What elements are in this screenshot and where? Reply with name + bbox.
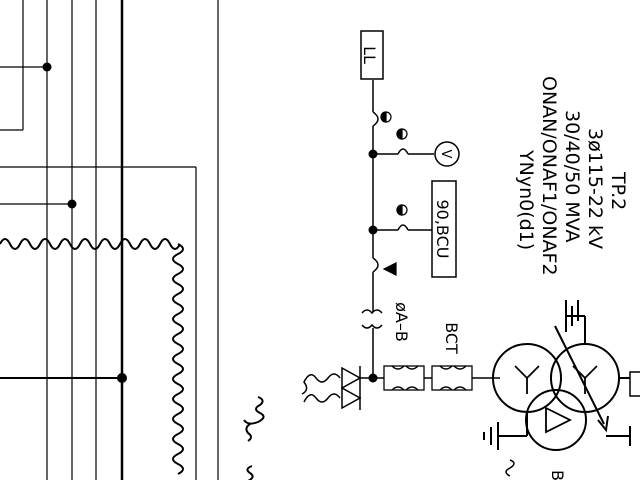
ct-coil bbox=[391, 365, 419, 391]
junction-dot bbox=[67, 199, 77, 209]
lightning-arrester: LL bbox=[360, 30, 384, 80]
squiggle-fragment bbox=[246, 465, 254, 480]
junction-dot bbox=[368, 225, 378, 235]
relay-box-frame bbox=[431, 180, 457, 278]
arrester-box bbox=[360, 30, 384, 80]
transformer-voltage: 3ø115-22 kV bbox=[584, 128, 606, 249]
current-transformers bbox=[383, 365, 473, 391]
coil-symbol bbox=[397, 148, 409, 155]
half-circle-markers bbox=[380, 111, 408, 276]
relay-box: 90,BCU bbox=[431, 180, 457, 278]
junction-dot bbox=[42, 62, 52, 72]
half-circle-fill bbox=[396, 128, 403, 140]
ground-symbols bbox=[483, 300, 579, 450]
arrester-triangle bbox=[341, 386, 362, 410]
coil-symbol bbox=[372, 257, 379, 273]
ct-symbol bbox=[361, 323, 383, 329]
arrester-coil bbox=[301, 373, 341, 395]
junction-dot bbox=[117, 373, 127, 383]
voltmeter-icon bbox=[434, 141, 460, 167]
bct-label: BCT bbox=[442, 322, 461, 354]
transformer-rating: 30/40/50 MVA bbox=[561, 110, 583, 243]
ct-coil bbox=[439, 365, 467, 391]
wavy-cable-horizontal bbox=[0, 238, 181, 250]
wye-symbol bbox=[514, 365, 540, 394]
ground-icon bbox=[565, 300, 579, 332]
voltmeter: V bbox=[434, 141, 460, 167]
transformer-tertiary-winding bbox=[525, 389, 587, 451]
surge-arrester bbox=[301, 366, 373, 410]
wavy-cable-vertical bbox=[172, 243, 184, 475]
ct-box bbox=[431, 365, 473, 391]
coil-symbol bbox=[372, 111, 379, 127]
ct-symbol bbox=[361, 309, 383, 315]
half-circle-fill bbox=[380, 111, 387, 123]
phase-label: øA–B bbox=[392, 302, 411, 342]
ct-box bbox=[383, 365, 425, 391]
tap-changer-arrowhead bbox=[597, 415, 609, 433]
junction-dot bbox=[368, 149, 378, 159]
power-transformer bbox=[492, 300, 632, 451]
tap-changer-arrow bbox=[554, 325, 605, 425]
feeder-line bbox=[361, 80, 500, 379]
transformer-info: TP.2 3ø115-22 kV 30/40/50 MVA ONAN/ONAF1… bbox=[515, 76, 629, 276]
coil-symbol bbox=[397, 224, 409, 231]
voltmeter-label: V bbox=[438, 150, 453, 159]
ground-icon bbox=[483, 422, 499, 450]
junction-dots bbox=[42, 62, 127, 383]
half-circle-fill bbox=[396, 204, 403, 216]
arrester-triangle bbox=[341, 366, 362, 390]
transformer-vector-group: YNyn0(d1) bbox=[515, 149, 537, 250]
right-edge-terminal bbox=[629, 371, 640, 397]
arrester-coil bbox=[303, 393, 341, 403]
triangle-icon bbox=[382, 262, 397, 276]
delta-symbol bbox=[545, 406, 573, 434]
partial-coil bbox=[505, 459, 515, 477]
arrester-label: LL bbox=[360, 46, 379, 64]
transformer-name: TP.2 bbox=[607, 171, 629, 210]
squiggle-fragment bbox=[243, 396, 265, 442]
partial-label-b: B bbox=[548, 470, 567, 480]
transformer-cooling: ONAN/ONAF1/ONAF2 bbox=[538, 76, 560, 276]
left-wiring bbox=[0, 0, 219, 480]
relay-box-label: 90,BCU bbox=[433, 199, 452, 258]
